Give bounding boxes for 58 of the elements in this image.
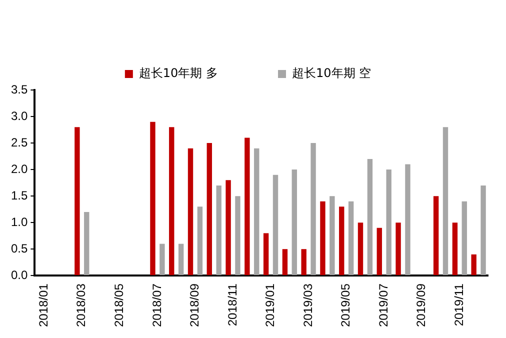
bar [263,233,269,276]
bar [358,222,364,276]
bar [160,244,165,276]
bar [301,249,306,276]
bar [282,249,288,276]
x-tick-label: 2019/03 [300,283,315,328]
bar [339,206,344,276]
y-tick-label: 0.5 [10,241,28,256]
x-tick-label: 2019/09 [414,283,428,328]
y-tick-label: 1.0 [10,214,28,229]
y-tick-label: 2.5 [10,135,28,150]
bar [150,122,156,276]
bar [244,138,250,276]
bar [74,127,80,276]
x-tick-label: 2018/01 [36,283,50,328]
bar [254,148,260,276]
legend-label: 超长10年期 多 [138,66,218,80]
x-tick-label: 2018/09 [188,283,202,328]
x-tick-label: 2018/03 [74,283,88,328]
bar [433,196,439,276]
x-tick-label: 2019/05 [338,283,353,328]
bar [292,170,297,276]
y-tick-label: 0.0 [10,268,28,282]
bar [320,201,326,276]
x-tick-label: 2018/11 [225,283,240,326]
bar [452,222,458,276]
x-tick-label: 2019/07 [376,283,390,328]
bar [462,201,467,276]
bar [471,254,476,276]
bar [376,228,382,276]
bar [84,212,90,276]
bar [348,201,354,276]
y-tick-label: 1.5 [10,188,28,202]
bar [235,196,240,276]
bar [330,196,335,276]
y-tick-label: 2.0 [10,162,28,176]
bar [367,158,373,276]
bar [272,174,278,276]
bar [405,164,410,276]
x-tick-label: 2018/05 [112,283,126,328]
x-tick-label: 2018/07 [150,283,164,328]
legend-label: 超长10年期 空 [292,66,372,80]
bar [226,180,231,276]
bar [480,185,486,276]
bar [178,244,184,276]
x-tick-label: 2019/11 [452,283,466,326]
bar [396,222,401,276]
bar [197,206,203,276]
y-tick-label: 3.0 [10,108,28,123]
bar [442,127,448,276]
bar [169,127,174,276]
bar [206,143,212,276]
bar [188,148,194,276]
bar [310,143,316,276]
bar [386,170,392,276]
bar [216,185,222,276]
y-tick-label: 3.5 [10,82,28,96]
x-tick-label: 2019/01 [263,283,278,328]
